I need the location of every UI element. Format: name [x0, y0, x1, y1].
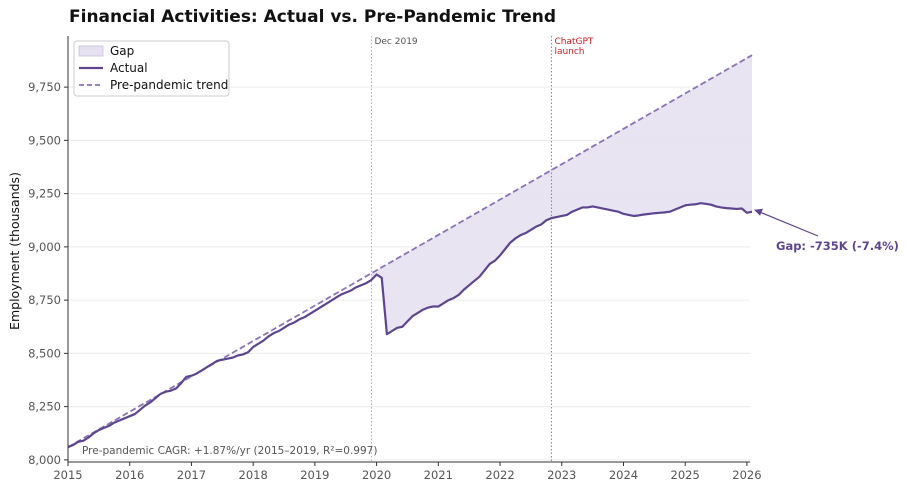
x-tick-label: 2023 [547, 468, 576, 482]
axes: 8,000 8,250 8,500 8,750 9,000 9,250 9,500 9,750… [28, 36, 762, 482]
y-tick-label: 8,250 [28, 400, 61, 414]
series-line-actual [67, 202, 753, 449]
y-tick-label: 9,000 [28, 240, 61, 254]
x-tick-label: 2025 [671, 468, 700, 482]
legend-entry-label: Actual [110, 61, 148, 75]
x-tick-label: 2024 [609, 468, 638, 482]
y-tick-label: 9,250 [28, 187, 61, 201]
gap-arrow-line [758, 211, 819, 237]
x-tick-label: 2017 [177, 468, 206, 482]
y-tick-label: 9,750 [28, 80, 61, 94]
x-tick-label: 2015 [53, 468, 82, 482]
chart-title: Financial Activities: Actual vs. Pre-Pan… [69, 7, 556, 27]
y-tick-label: 8,500 [28, 346, 61, 360]
legend-swatch-gap [78, 45, 104, 57]
y-tick-label: 8,000 [28, 453, 61, 467]
legend: Gap Actual Pre-pandemic trend [73, 40, 230, 97]
x-tick-label: 2026 [732, 468, 761, 482]
x-tick-label: 2020 [362, 468, 391, 482]
y-axis-label: Employment (thousands) [7, 172, 22, 330]
grid-lines [68, 86, 750, 461]
gap-area [371, 55, 753, 335]
event-label-chatgpt: launch [554, 47, 584, 57]
gap-annotation-label: Gap: -735K (-7.4%) [776, 239, 899, 253]
x-tick-label: 2022 [485, 468, 514, 482]
series-layer [67, 54, 753, 449]
cagr-note: Pre-pandemic CAGR: +1.87%/yr (2015–2019,… [82, 445, 377, 457]
series-line-pre-pandemic-trend [67, 54, 753, 448]
y-tick-label: 9,500 [28, 133, 61, 147]
event-label-chatgpt: ChatGPT [554, 37, 593, 47]
x-tick-label: 2016 [115, 468, 144, 482]
y-tick-label: 8,750 [28, 293, 61, 307]
gap-arrow-head [754, 208, 764, 216]
annotations-layer: Gap: -735K (-7.4%) [754, 208, 899, 253]
event-label-dec-2019: Dec 2019 [374, 37, 417, 47]
x-tick-label: 2018 [239, 468, 268, 482]
legend-entry-label: Gap [110, 44, 134, 58]
gap-area-layer [371, 55, 753, 335]
x-tick-label: 2019 [300, 468, 329, 482]
x-tick-label: 2021 [424, 468, 453, 482]
legend-entry-label: Pre-pandemic trend [110, 78, 228, 92]
legend-box [73, 40, 230, 97]
